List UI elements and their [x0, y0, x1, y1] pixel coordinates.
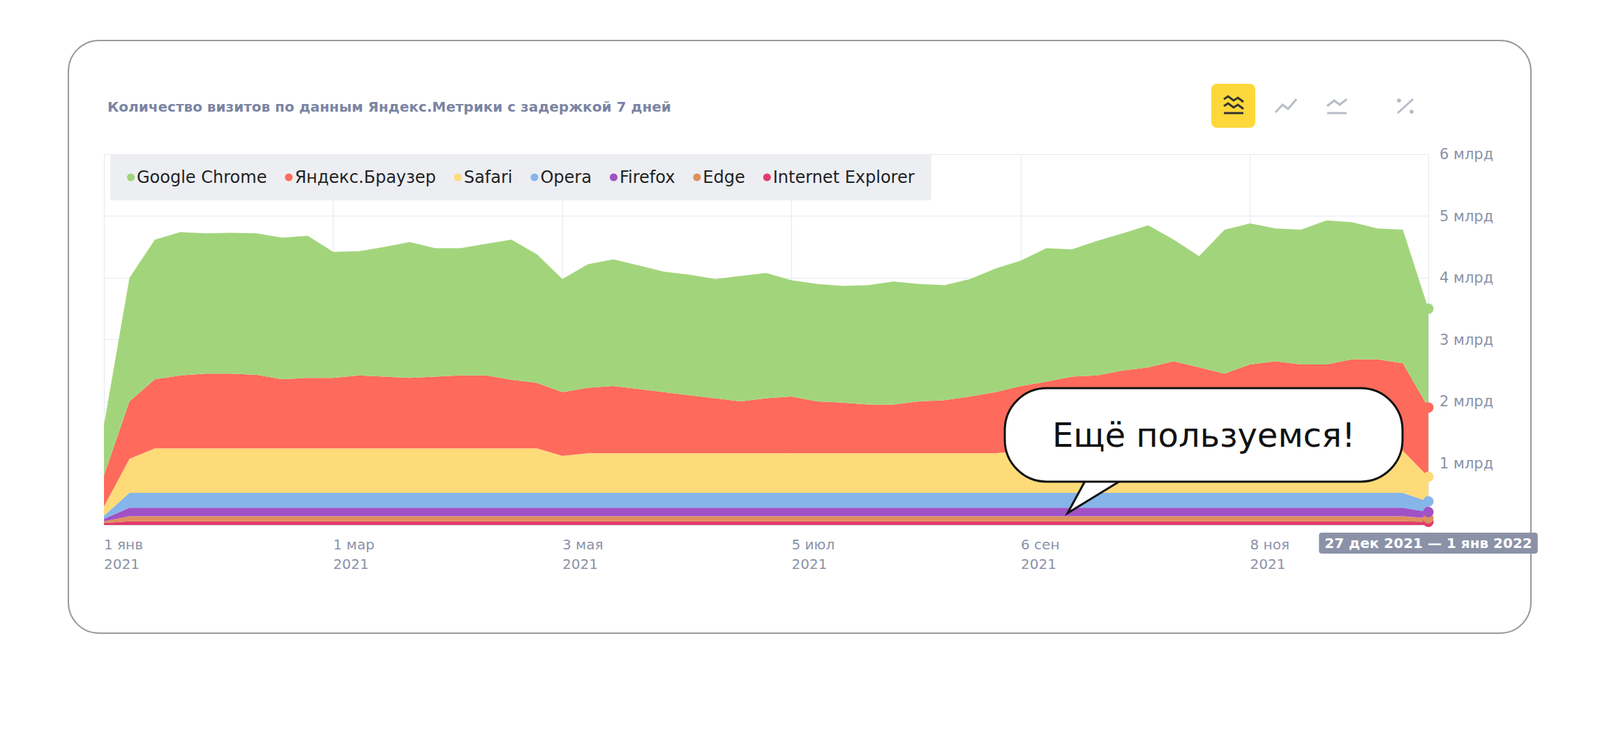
svg-text:4 млрд: 4 млрд	[1439, 269, 1494, 287]
svg-text:1 мар: 1 мар	[333, 535, 375, 553]
svg-text:Internet Explorer: Internet Explorer	[773, 167, 915, 188]
svg-text:1 янв: 1 янв	[103, 535, 144, 553]
svg-text:6 млрд: 6 млрд	[1439, 145, 1494, 163]
svg-text:2021: 2021	[562, 555, 598, 573]
svg-text:3 млрд: 3 млрд	[1439, 331, 1494, 349]
svg-text:2021: 2021	[103, 555, 140, 573]
svg-text:5 млрд: 5 млрд	[1439, 207, 1494, 225]
svg-text:2021: 2021	[1020, 555, 1057, 573]
svg-text:Количество визитов по данным Я: Количество визитов по данным Яндекс.Метр…	[107, 98, 672, 116]
svg-text:Ещё пользуемся!: Ещё пользуемся!	[1052, 415, 1356, 455]
svg-text:6 сен: 6 сен	[1020, 535, 1060, 553]
svg-text:Safari: Safari	[464, 167, 513, 188]
svg-text:8 ноя: 8 ноя	[1250, 535, 1290, 553]
svg-text:Opera: Opera	[540, 167, 592, 188]
svg-text:2021: 2021	[791, 555, 828, 573]
svg-text:2 млрд: 2 млрд	[1439, 392, 1494, 410]
svg-text:Google Chrome: Google Chrome	[136, 167, 267, 188]
svg-text:2021: 2021	[333, 555, 370, 573]
svg-text:Яндекс.Браузер: Яндекс.Браузер	[294, 167, 436, 188]
svg-text:Edge: Edge	[702, 167, 745, 188]
svg-text:5 июл: 5 июл	[791, 535, 836, 553]
svg-text:2021: 2021	[1250, 555, 1287, 573]
svg-text:27 дек 2021 — 1 янв 2022: 27 дек 2021 — 1 янв 2022	[1324, 534, 1532, 552]
svg-text:Firefox: Firefox	[619, 167, 675, 188]
svg-text:3 мая: 3 мая	[562, 535, 603, 553]
svg-text:1 млрд: 1 млрд	[1439, 454, 1494, 472]
